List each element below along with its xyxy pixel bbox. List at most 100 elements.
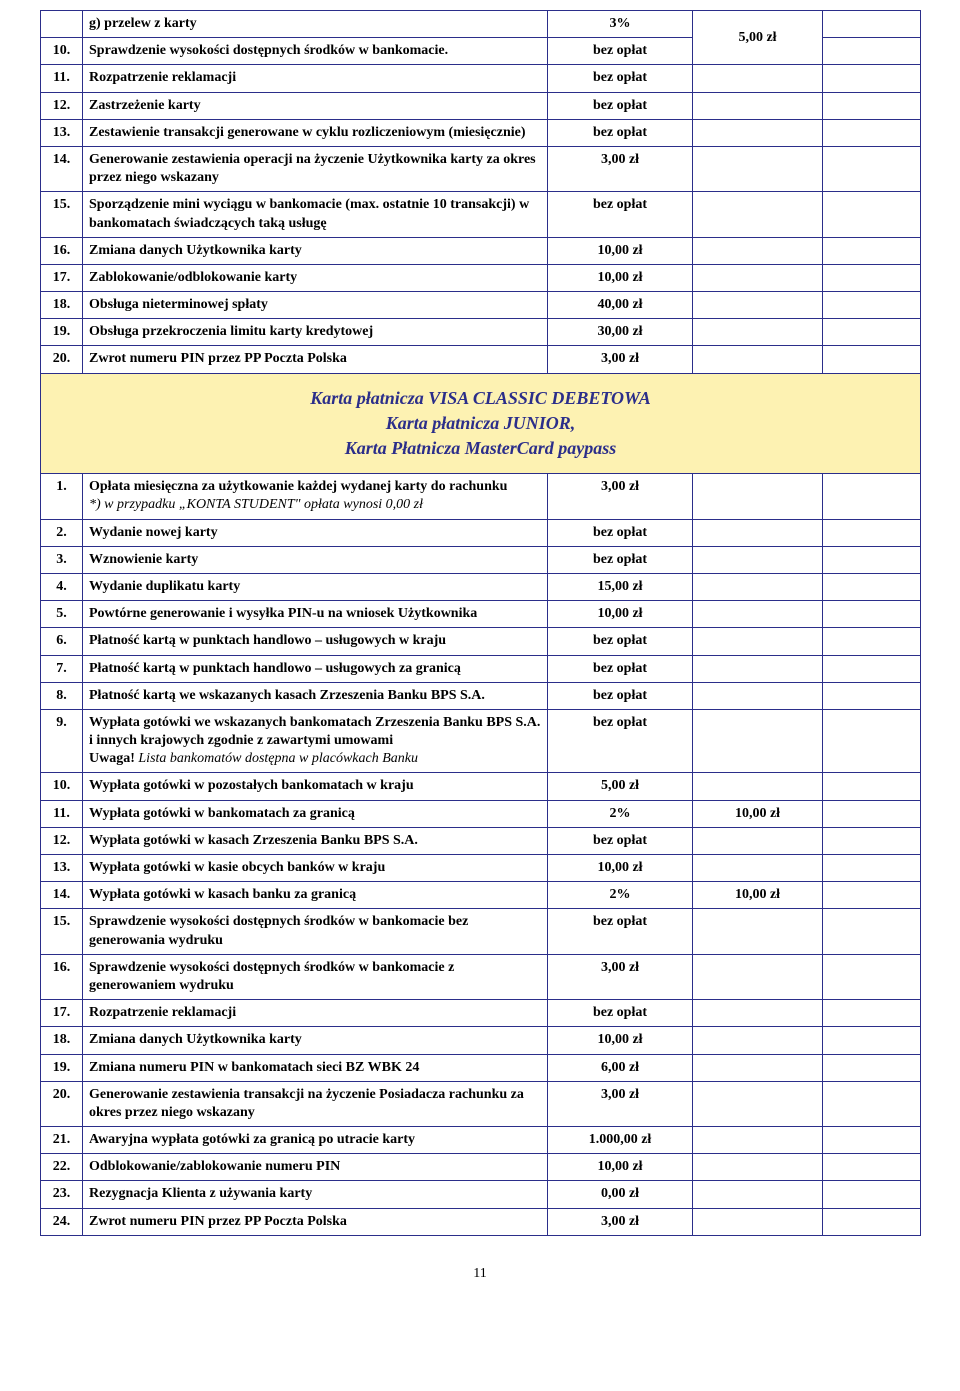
row-value-1: bez opłat (548, 192, 693, 237)
row-description: Sprawdzenie wysokości dostępnych środków… (83, 909, 548, 954)
row-value-2 (693, 1181, 823, 1208)
row-value-2 (693, 292, 823, 319)
row-description: Rozpatrzenie reklamacji (83, 1000, 548, 1027)
row-description: Zablokowanie/odblokowanie karty (83, 264, 548, 291)
page: g) przelew z karty3%5,00 zł10.Sprawdzeni… (0, 0, 960, 1312)
row-value-3 (823, 237, 921, 264)
table-row: 18.Zmiana danych Użytkownika karty10,00 … (41, 1027, 921, 1054)
row-value-2: 10,00 zł (693, 800, 823, 827)
row-value-1: 3,00 zł (548, 474, 693, 519)
row-value-1: 30,00 zł (548, 319, 693, 346)
row-number: 15. (41, 909, 83, 954)
row-value-3 (823, 800, 921, 827)
table-row: 16.Zmiana danych Użytkownika karty10,00 … (41, 237, 921, 264)
row-value-1: bez opłat (548, 65, 693, 92)
row-number: 18. (41, 292, 83, 319)
row-value-3 (823, 11, 921, 38)
row-desc-note-bold: Uwaga! (89, 751, 138, 766)
row-value-1: 6,00 zł (548, 1054, 693, 1081)
table-row: 24.Zwrot numeru PIN przez PP Poczta Pols… (41, 1208, 921, 1235)
row-value-3 (823, 264, 921, 291)
row-description: Wypłata gotówki w kasach banku za granic… (83, 882, 548, 909)
row-number: 19. (41, 319, 83, 346)
row-desc-main: Płatność kartą w punktach handlowo – usł… (89, 661, 461, 676)
row-description: Zastrzeżenie karty (83, 92, 548, 119)
row-value-3 (823, 1000, 921, 1027)
table-row: 11.Rozpatrzenie reklamacjibez opłat (41, 65, 921, 92)
row-value-1: 10,00 zł (548, 264, 693, 291)
row-desc-main: Sprawdzenie wysokości dostępnych środków… (89, 914, 468, 947)
row-desc-main: Wypłata gotówki w bankomatach za granicą (89, 806, 355, 821)
row-number: 22. (41, 1154, 83, 1181)
row-number: 17. (41, 1000, 83, 1027)
row-desc-main: Powtórne generowanie i wysyłka PIN-u na … (89, 606, 477, 621)
section-title-line: Karta Płatnicza MasterCard paypass (47, 436, 914, 461)
row-value-2 (693, 119, 823, 146)
row-description: Wypłata gotówki w kasie obcych banków w … (83, 855, 548, 882)
row-value-1: 3,00 zł (548, 346, 693, 373)
row-value-3 (823, 1154, 921, 1181)
row-number: 4. (41, 573, 83, 600)
row-value-2 (693, 192, 823, 237)
row-desc-main: Rezygnacja Klienta z używania karty (89, 1186, 312, 1201)
row-value-1: bez opłat (548, 628, 693, 655)
row-value-2 (693, 146, 823, 191)
row-number: 17. (41, 264, 83, 291)
row-desc-main: Płatność kartą we wskazanych kasach Zrze… (89, 688, 485, 703)
table-row: 20.Zwrot numeru PIN przez PP Poczta Pols… (41, 346, 921, 373)
row-number: 13. (41, 119, 83, 146)
row-description: Płatność kartą w punktach handlowo – usł… (83, 655, 548, 682)
row-desc-main: Wypłata gotówki w kasie obcych banków w … (89, 860, 385, 875)
row-description: Rozpatrzenie reklamacji (83, 65, 548, 92)
row-desc-main: Zmiana danych Użytkownika karty (89, 1032, 302, 1047)
row-value-1: bez opłat (548, 38, 693, 65)
row-desc-main: Wypłata gotówki w kasach banku za granic… (89, 887, 356, 902)
row-value-3 (823, 92, 921, 119)
row-value-1: 2% (548, 800, 693, 827)
row-number: 24. (41, 1208, 83, 1235)
row-value-3 (823, 709, 921, 773)
row-number: 11. (41, 800, 83, 827)
table-row: 16.Sprawdzenie wysokości dostępnych środ… (41, 954, 921, 999)
row-value-1: 10,00 zł (548, 237, 693, 264)
row-value-2 (693, 1127, 823, 1154)
row-value-3 (823, 954, 921, 999)
row-value-1: 1.000,00 zł (548, 1127, 693, 1154)
row-value-3 (823, 909, 921, 954)
row-value-1: bez opłat (548, 682, 693, 709)
table-row: 10.Wypłata gotówki w pozostałych bankoma… (41, 773, 921, 800)
row-value-1: 3,00 zł (548, 1081, 693, 1126)
row-value-2 (693, 628, 823, 655)
row-desc-main: Wypłata gotówki w pozostałych bankomatac… (89, 778, 414, 793)
row-value-2 (693, 855, 823, 882)
row-description: Płatność kartą w punktach handlowo – usł… (83, 628, 548, 655)
row-value-3 (823, 1081, 921, 1126)
table-row: 14.Generowanie zestawienia operacji na ż… (41, 146, 921, 191)
row-description: Wypłata gotówki w pozostałych bankomatac… (83, 773, 548, 800)
row-value-2: 10,00 zł (693, 882, 823, 909)
row-value-1: bez opłat (548, 827, 693, 854)
row-value-1: 15,00 zł (548, 573, 693, 600)
table-row: 17.Rozpatrzenie reklamacjibez opłat (41, 1000, 921, 1027)
table-row: 15.Sporządzenie mini wyciągu w bankomaci… (41, 192, 921, 237)
row-number: 6. (41, 628, 83, 655)
fee-table: g) przelew z karty3%5,00 zł10.Sprawdzeni… (40, 10, 921, 1236)
row-desc-main: Zmiana numeru PIN w bankomatach sieci BZ… (89, 1060, 419, 1075)
row-value-2 (693, 573, 823, 600)
row-desc-main: Wydanie duplikatu karty (89, 579, 240, 594)
table-row: 20.Generowanie zestawienia transakcji na… (41, 1081, 921, 1126)
row-description: Wypłata gotówki w kasach Zrzeszenia Bank… (83, 827, 548, 854)
section-title-line: Karta płatnicza JUNIOR, (47, 411, 914, 436)
row-number: 12. (41, 92, 83, 119)
row-value-1: bez opłat (548, 909, 693, 954)
row-value-2 (693, 474, 823, 519)
row-value-3 (823, 655, 921, 682)
row-number: 16. (41, 237, 83, 264)
row-value-1: 10,00 zł (548, 855, 693, 882)
table-row: 18.Obsługa nieterminowej spłaty40,00 zł (41, 292, 921, 319)
table-row: 21.Awaryjna wypłata gotówki za granicą p… (41, 1127, 921, 1154)
row-value-3 (823, 882, 921, 909)
row-desc-main: Wydanie nowej karty (89, 525, 218, 540)
row-number: 18. (41, 1027, 83, 1054)
row-number: 9. (41, 709, 83, 773)
